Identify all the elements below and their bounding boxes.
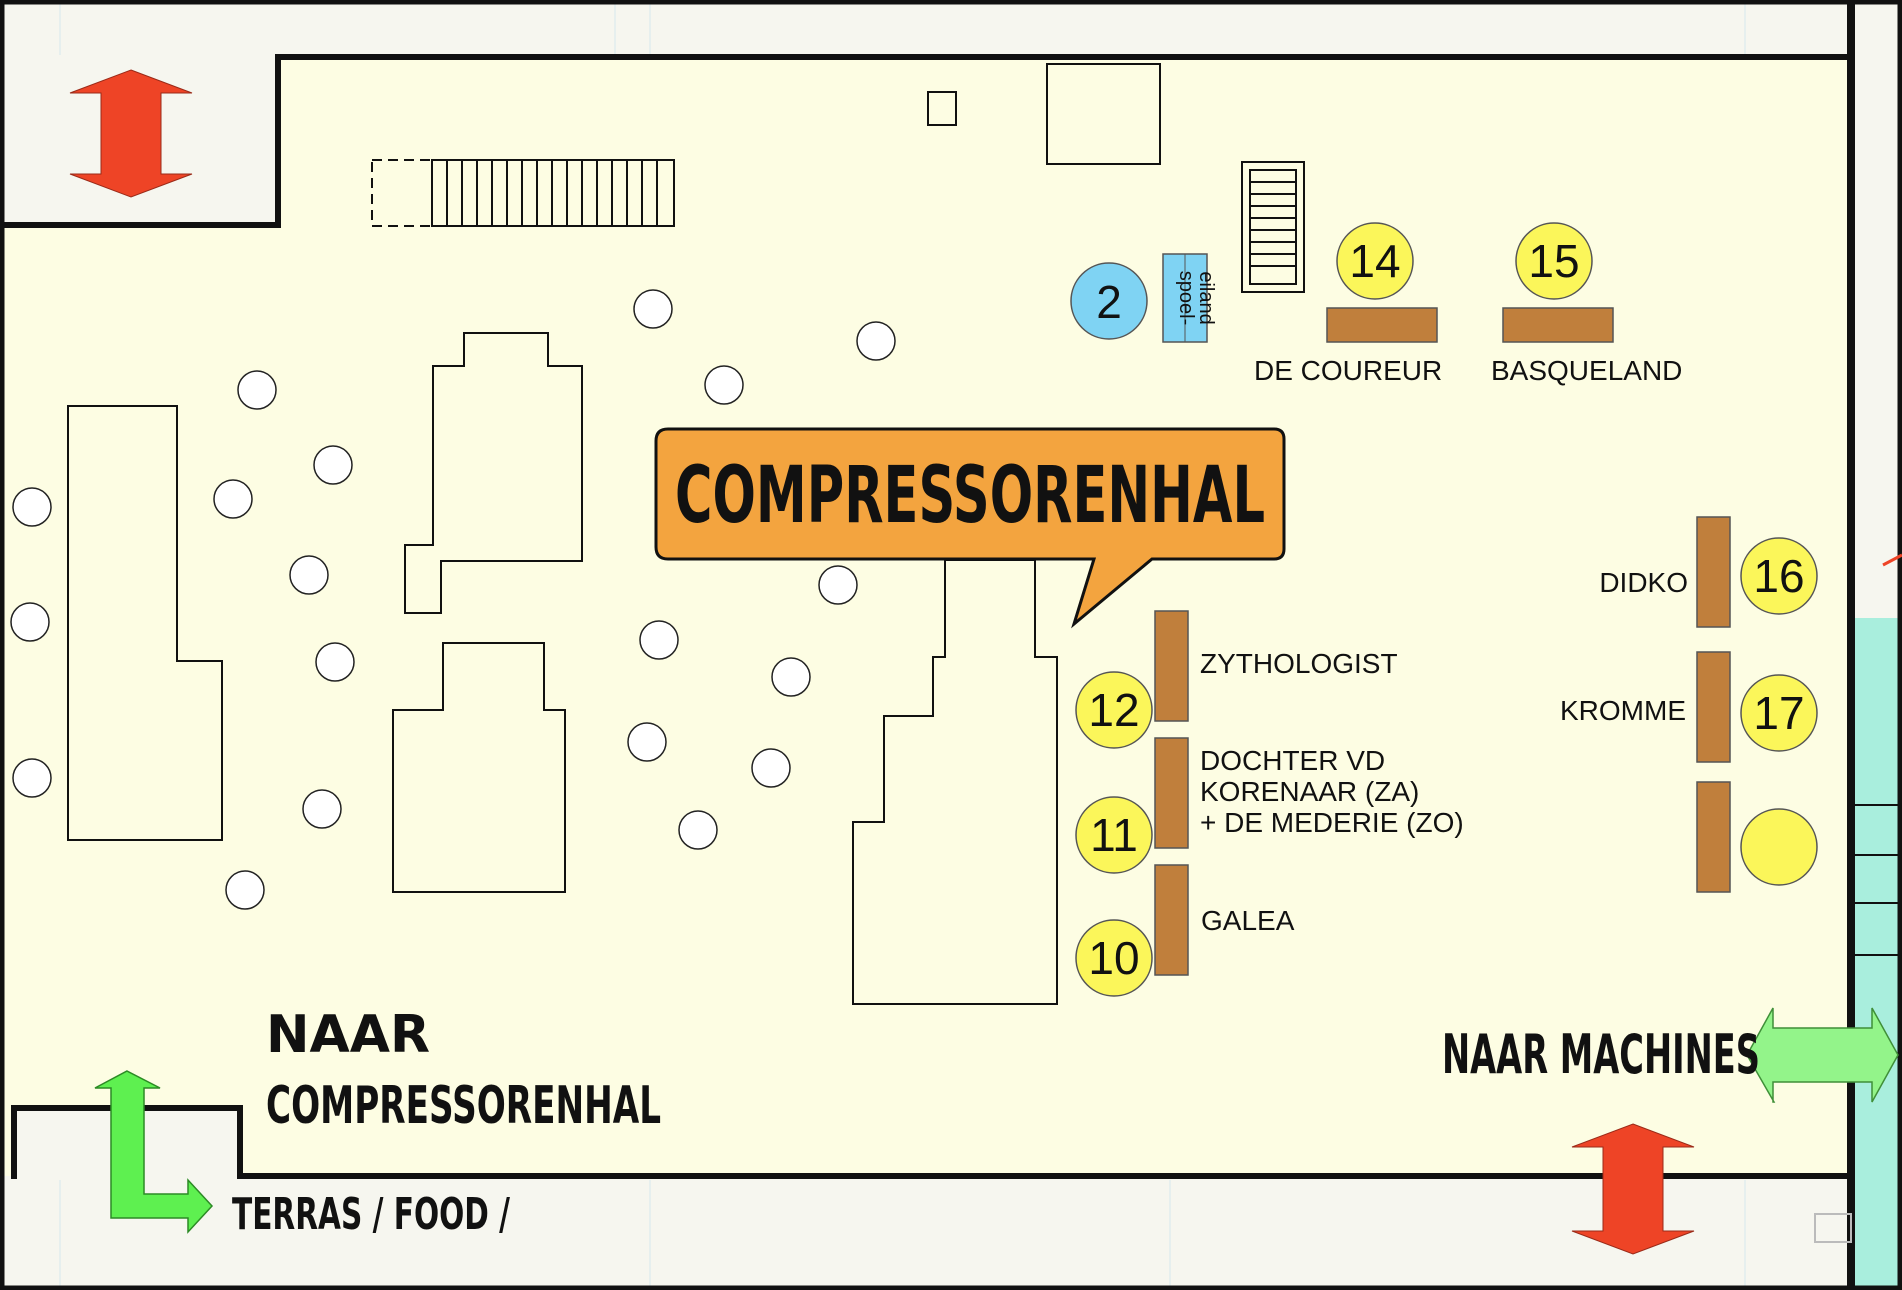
table [856,321,896,361]
table [213,479,253,519]
counter [1696,516,1731,628]
spoel-eiland-label-2: eiland [1195,271,1217,324]
table [313,445,353,485]
table [627,722,667,762]
table [751,748,791,788]
table [633,289,673,329]
table [704,365,744,405]
stand-number: 12 [1088,684,1139,736]
table [289,555,329,595]
teal-area-lines [1852,804,1902,956]
turn-arrow-icon [94,1070,214,1234]
stand-number: 17 [1753,687,1804,739]
stand-14: 15 BASQUELAND [1491,222,1682,386]
spoel-eiland: 2 spoel- eiland [1070,253,1217,343]
table [315,642,355,682]
square-box [1046,63,1161,165]
table [12,758,52,798]
stand-13: 14 DE COUREUR [1254,222,1442,386]
stand-number: 14 [1349,235,1400,287]
stand-name: ZYTHOLOGIST [1200,648,1398,679]
stand-number: 11 [1090,809,1138,861]
spoel-eiland-label-1: spoel- [1175,271,1197,325]
stand-16: 17 KROMME [1560,651,1818,763]
corner-icon [1814,1213,1852,1243]
direction-label-machines: NAAR MACHINES [1442,1023,1760,1086]
double-arrow-icon [1746,1007,1899,1103]
table [225,870,265,910]
table [12,487,52,527]
counter [1502,307,1614,343]
stand-15: 16 DIDKO [1599,516,1818,628]
spoel-eiland-number: 2 [1096,276,1122,328]
stand-name: DE COUREUR [1254,355,1442,386]
table [771,657,811,697]
machine-outline-3 [392,642,566,893]
edge-mark [1882,553,1902,567]
counter [1696,781,1731,893]
small-staircase-steps [1250,181,1296,267]
direction-label-terras: TERRAS / FOOD / [232,1189,511,1240]
stand-17 [1696,781,1818,893]
title-callout: COMPRESSORENHAL [654,427,1286,629]
title-bubble [654,427,1286,629]
table [10,602,50,642]
counter [1326,307,1438,343]
stand-name: GALEA [1201,905,1295,936]
table [678,810,718,850]
stand-number: 16 [1753,550,1804,602]
small-box [927,91,957,126]
counter [1154,610,1189,722]
double-arrow-icon [1571,1123,1695,1255]
tables [10,289,896,910]
table [639,620,679,660]
stand-11: 11 DOCHTER VD KORENAAR (ZA) + DE MEDERIE… [1075,737,1464,874]
stand-number: 10 [1088,932,1139,984]
page-title: COMPRESSORENHAL [675,451,1265,541]
stand-12: 12 ZYTHOLOGIST [1075,610,1398,749]
double-arrow-icon [69,69,193,198]
direction-label-compressorenhal-2: COMPRESSORENHAL [266,1076,661,1136]
small-staircase [1241,161,1305,293]
counter [1154,737,1189,849]
counter [1154,864,1189,976]
stand-name: KROMME [1560,695,1686,726]
stand-10: 10 GALEA [1075,864,1295,997]
counter [1696,651,1731,763]
stand-name: DIDKO [1599,567,1688,598]
machine-outline-4 [852,559,1058,1005]
direction-label-compressorenhal-1: NAAR [266,1005,430,1065]
fixed-objects [67,63,1305,1005]
stand-name-line-2: KORENAAR (ZA) [1200,776,1419,807]
table [237,370,277,410]
stand-name-line-3: + DE MEDERIE (ZO) [1200,807,1464,838]
stand-name-line-1: DOCHTER VD [1200,745,1385,776]
stand-name: BASQUELAND [1491,355,1682,386]
spoel-eiland-number-circle [1070,262,1148,340]
outside-grid [59,0,1746,1290]
table [302,789,342,829]
machine-outline-1 [67,405,223,841]
stand-number: 15 [1528,235,1579,287]
machine-outline-2 [404,332,583,614]
table [818,565,858,605]
staircase-steps [446,160,658,226]
